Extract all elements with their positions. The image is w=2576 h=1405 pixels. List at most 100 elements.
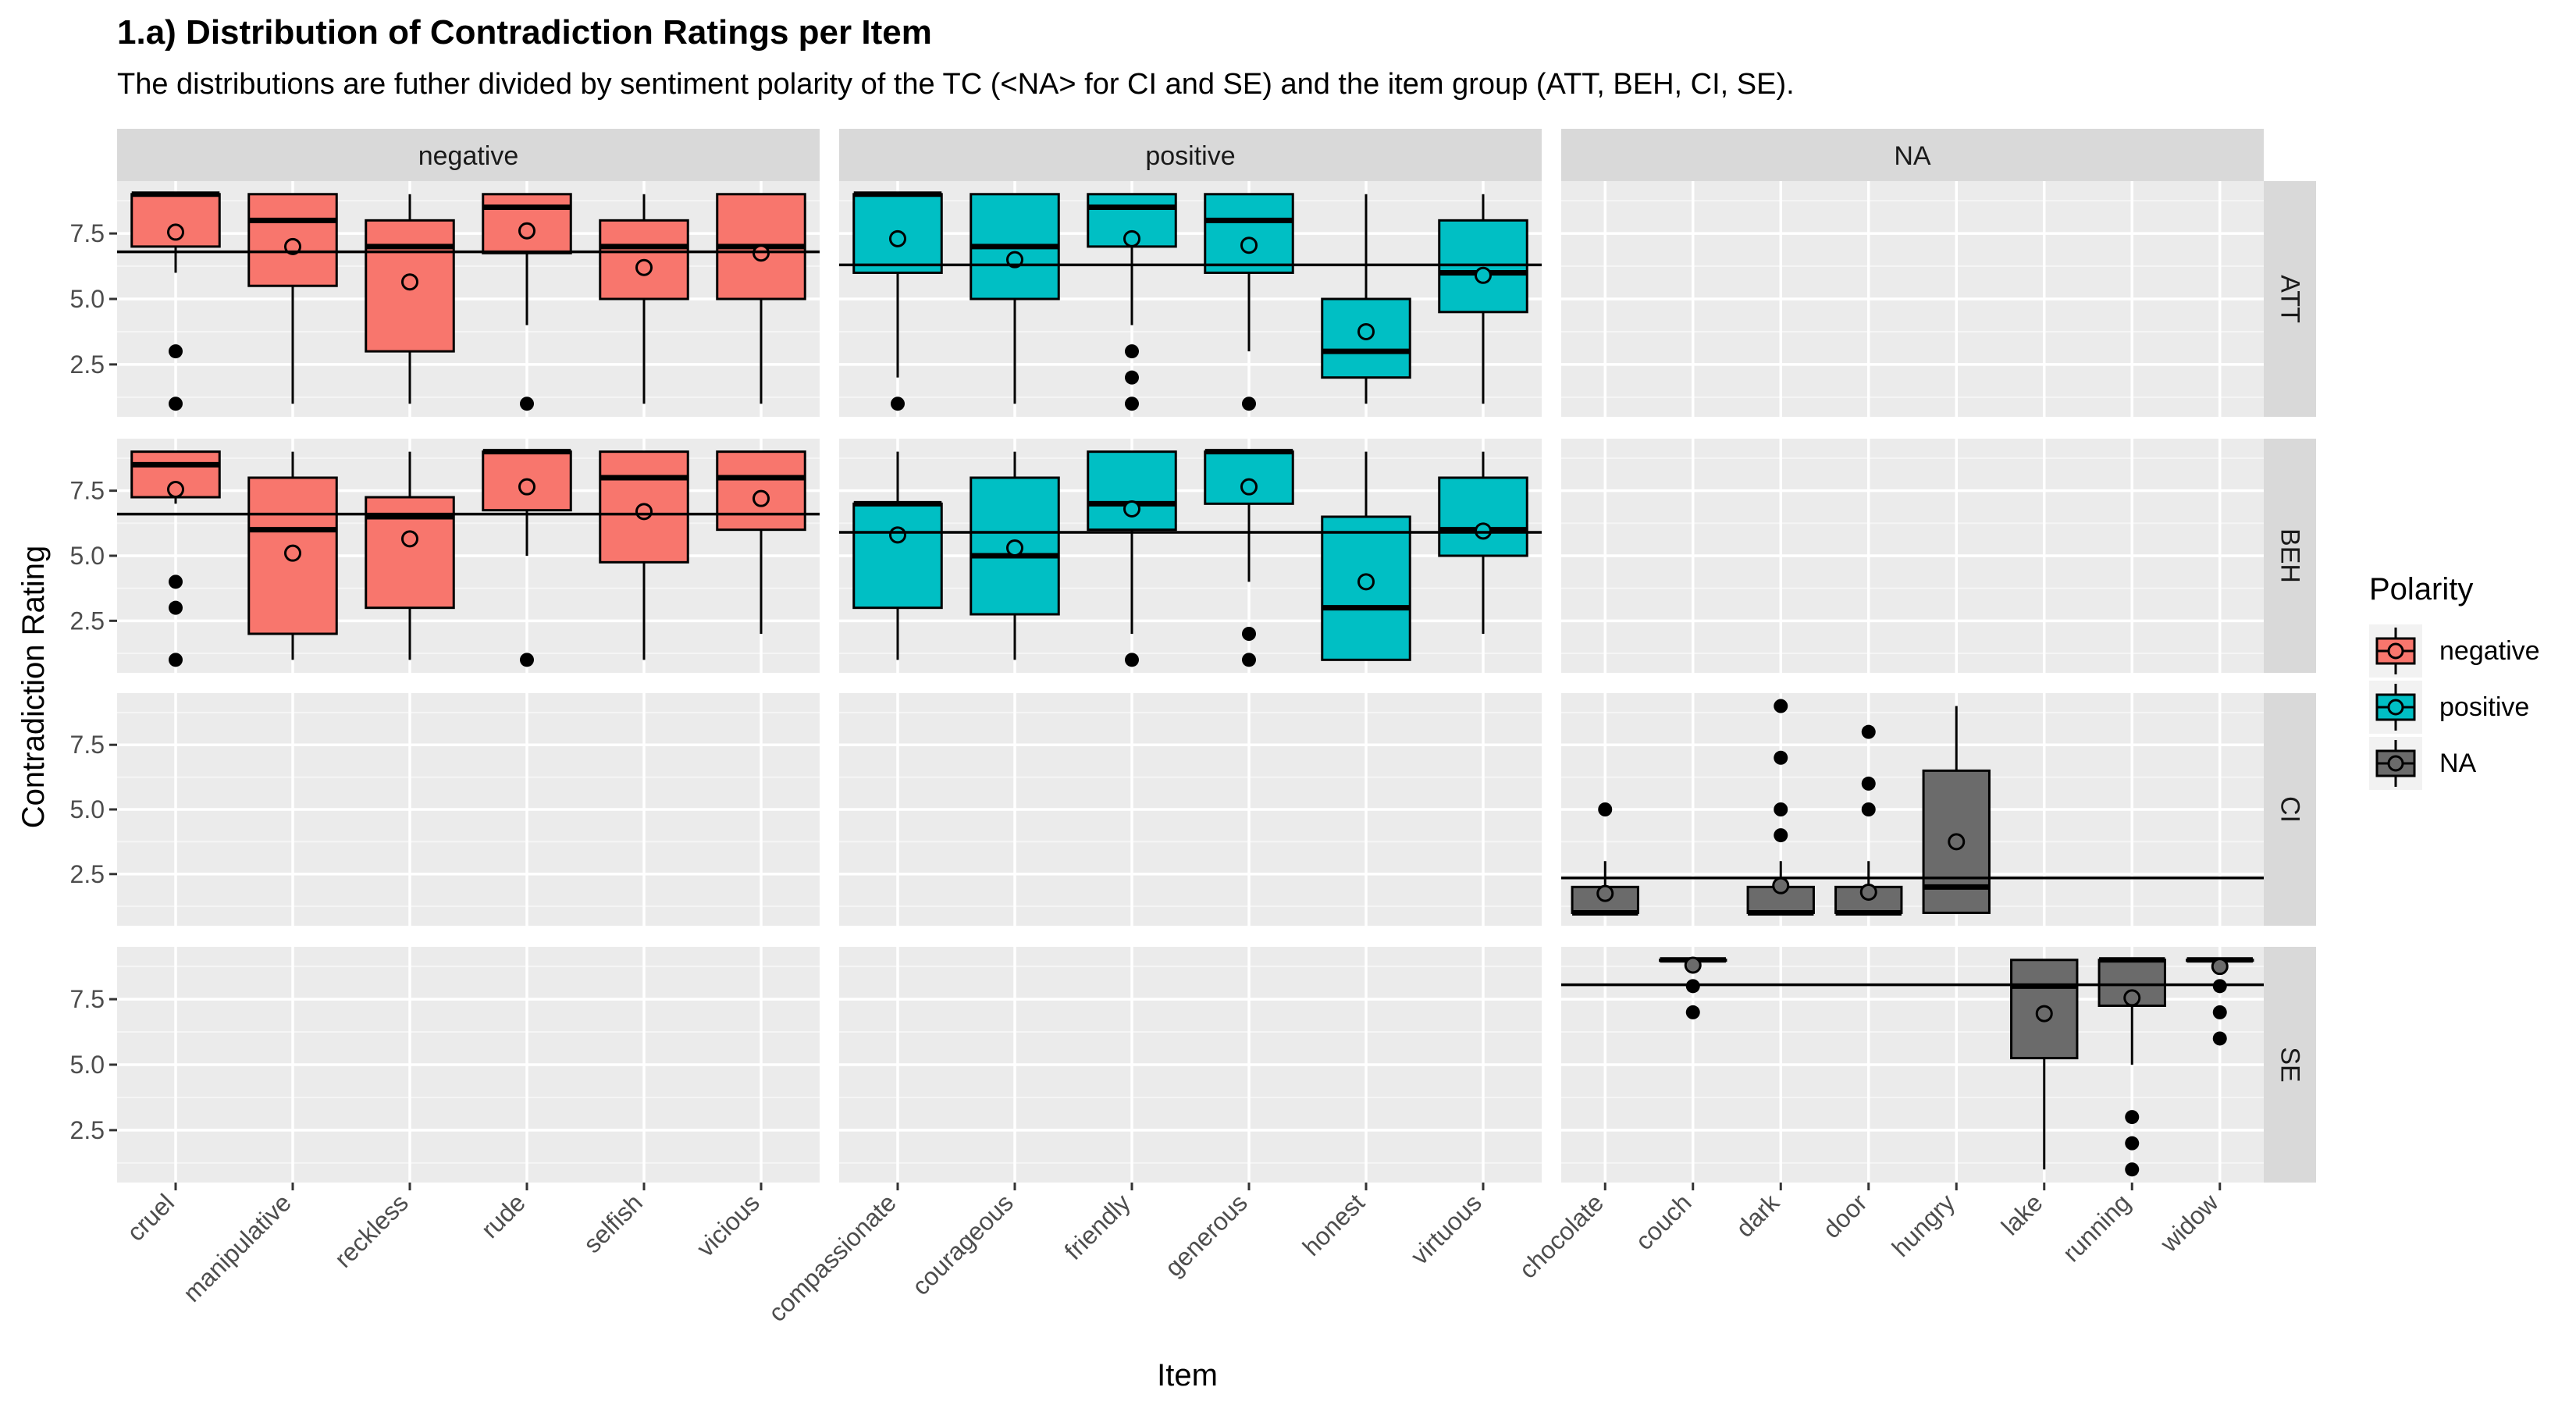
- box-lake: [2010, 959, 2079, 1170]
- mean-marker: [518, 222, 535, 240]
- mean-marker: [1006, 251, 1023, 269]
- mean-marker: [1240, 478, 1258, 496]
- mean-marker: [889, 526, 906, 544]
- mean-marker: [1357, 322, 1375, 340]
- legend-key-mean: [2387, 755, 2404, 772]
- facet-strip-CI: [2264, 693, 2316, 926]
- legend-label-positive: positive: [2439, 692, 2529, 722]
- legend-label-negative: negative: [2439, 636, 2540, 666]
- x-tick-label-lake: lake: [1996, 1188, 2048, 1240]
- box-courageous: [970, 451, 1060, 660]
- box-manipulative: [247, 451, 338, 660]
- box-generous: [1204, 193, 1294, 411]
- legend-key-negative: negative: [2369, 624, 2540, 678]
- outlier-point: [1598, 802, 1613, 816]
- panel-SE-na: [1561, 947, 2264, 1183]
- x-tick-label-rude: rude: [475, 1188, 531, 1243]
- outlier-point: [1242, 397, 1256, 411]
- box-courageous: [970, 193, 1060, 404]
- box-friendly: [1087, 450, 1177, 667]
- x-tick-label-generous: generous: [1159, 1188, 1253, 1282]
- mean-marker: [1859, 883, 1877, 901]
- outlier-point: [169, 574, 183, 589]
- box-honest: [1321, 194, 1411, 404]
- facet-strip-ATT: [2264, 181, 2316, 417]
- x-tick-label-vicious: vicious: [691, 1188, 765, 1262]
- box-reckless: [365, 194, 455, 404]
- facet-strip-na: [1561, 129, 2264, 181]
- facet-strip-positive: [839, 129, 1542, 181]
- box-compassionate: [852, 451, 943, 660]
- outlier-point: [1861, 802, 1876, 816]
- mean-marker: [1006, 539, 1023, 557]
- panel-CI-na: [1561, 693, 2264, 926]
- facet-strip-SE: [2264, 947, 2316, 1183]
- box-compassionate: [852, 191, 943, 411]
- x-tick-label-compassionate: compassionate: [763, 1188, 902, 1327]
- facet-strip-label-na: NA: [1894, 141, 1931, 171]
- outlier-point: [1242, 627, 1256, 641]
- y-tick-label: 2.5: [70, 350, 105, 379]
- x-tick-label-door: door: [1817, 1188, 1873, 1243]
- x-tick-label-honest: honest: [1297, 1188, 1370, 1261]
- y-tick-label: 5.0: [70, 795, 105, 823]
- mean-marker: [401, 273, 418, 291]
- mean-marker: [284, 237, 301, 255]
- x-tick-label-courageous: courageous: [906, 1188, 1019, 1300]
- facet-strip-label-positive: positive: [1145, 141, 1235, 171]
- y-tick-label: 7.5: [70, 985, 105, 1013]
- box-rude: [482, 193, 572, 411]
- mean-marker: [2211, 958, 2229, 976]
- outlier-point: [1861, 776, 1876, 791]
- chart-title: 1.a) Distribution of Contradiction Ratin…: [117, 13, 932, 52]
- mean-marker: [1684, 956, 1702, 974]
- y-tick-label: 2.5: [70, 1116, 105, 1144]
- x-tick-label-chocolate: chocolate: [1514, 1188, 1609, 1283]
- box-iqr: [1204, 450, 1294, 505]
- facet-strip-label-ATT: ATT: [2275, 275, 2305, 323]
- mean-marker: [284, 544, 301, 562]
- box-generous: [1204, 449, 1294, 667]
- facet-strip-negative: [117, 129, 820, 181]
- x-tick-label-cruel: cruel: [121, 1188, 180, 1247]
- mean-marker: [1240, 237, 1258, 254]
- outlier-point: [2125, 1162, 2140, 1177]
- mean-marker: [167, 481, 184, 498]
- mean-marker: [401, 530, 418, 548]
- panel-CI-positive: [839, 693, 1542, 926]
- outlier-point: [891, 397, 905, 411]
- box-honest: [1321, 451, 1411, 661]
- x-tick-label-virtuous: virtuous: [1405, 1188, 1487, 1270]
- box-couch: [1659, 956, 1727, 1019]
- box-door: [1834, 724, 1903, 916]
- box-running: [2097, 957, 2166, 1177]
- y-tick-label: 2.5: [70, 606, 105, 635]
- mean-marker: [1357, 573, 1375, 591]
- x-axis-title: Item: [1157, 1358, 1218, 1393]
- outlier-point: [1125, 653, 1139, 667]
- outlier-point: [1685, 1005, 1700, 1019]
- mean-marker: [1475, 266, 1492, 284]
- legend-key-mean: [2387, 699, 2404, 716]
- mean-marker: [1123, 500, 1140, 518]
- outlier-point: [1125, 344, 1139, 359]
- x-tick-label-couch: couch: [1630, 1188, 1697, 1255]
- chart-subtitle: The distributions are futher divided by …: [117, 68, 1795, 101]
- x-tick-label-running: running: [2057, 1188, 2136, 1267]
- mean-marker: [1123, 229, 1140, 247]
- outlier-point: [520, 653, 534, 667]
- panel-BEH-negative: [117, 439, 820, 673]
- facet-strip-label-BEH: BEH: [2275, 528, 2305, 583]
- facet-grid: negative positive NA ATT BEH CI SE 2.5 5.0 7.5 2.5…: [70, 129, 2316, 1327]
- box-selfish: [599, 450, 689, 660]
- panel-ATT-positive: [839, 181, 1542, 417]
- x-tick-label-widow: widow: [2154, 1188, 2225, 1258]
- x-tick-label-selfish: selfish: [578, 1188, 648, 1258]
- y-tick-label: 7.5: [70, 219, 105, 247]
- mean-marker: [2035, 1005, 2053, 1023]
- x-tick-label-dark: dark: [1731, 1188, 1785, 1243]
- box-cruel: [130, 450, 221, 667]
- legend-key-mean: [2387, 642, 2404, 660]
- outlier-point: [1861, 724, 1876, 739]
